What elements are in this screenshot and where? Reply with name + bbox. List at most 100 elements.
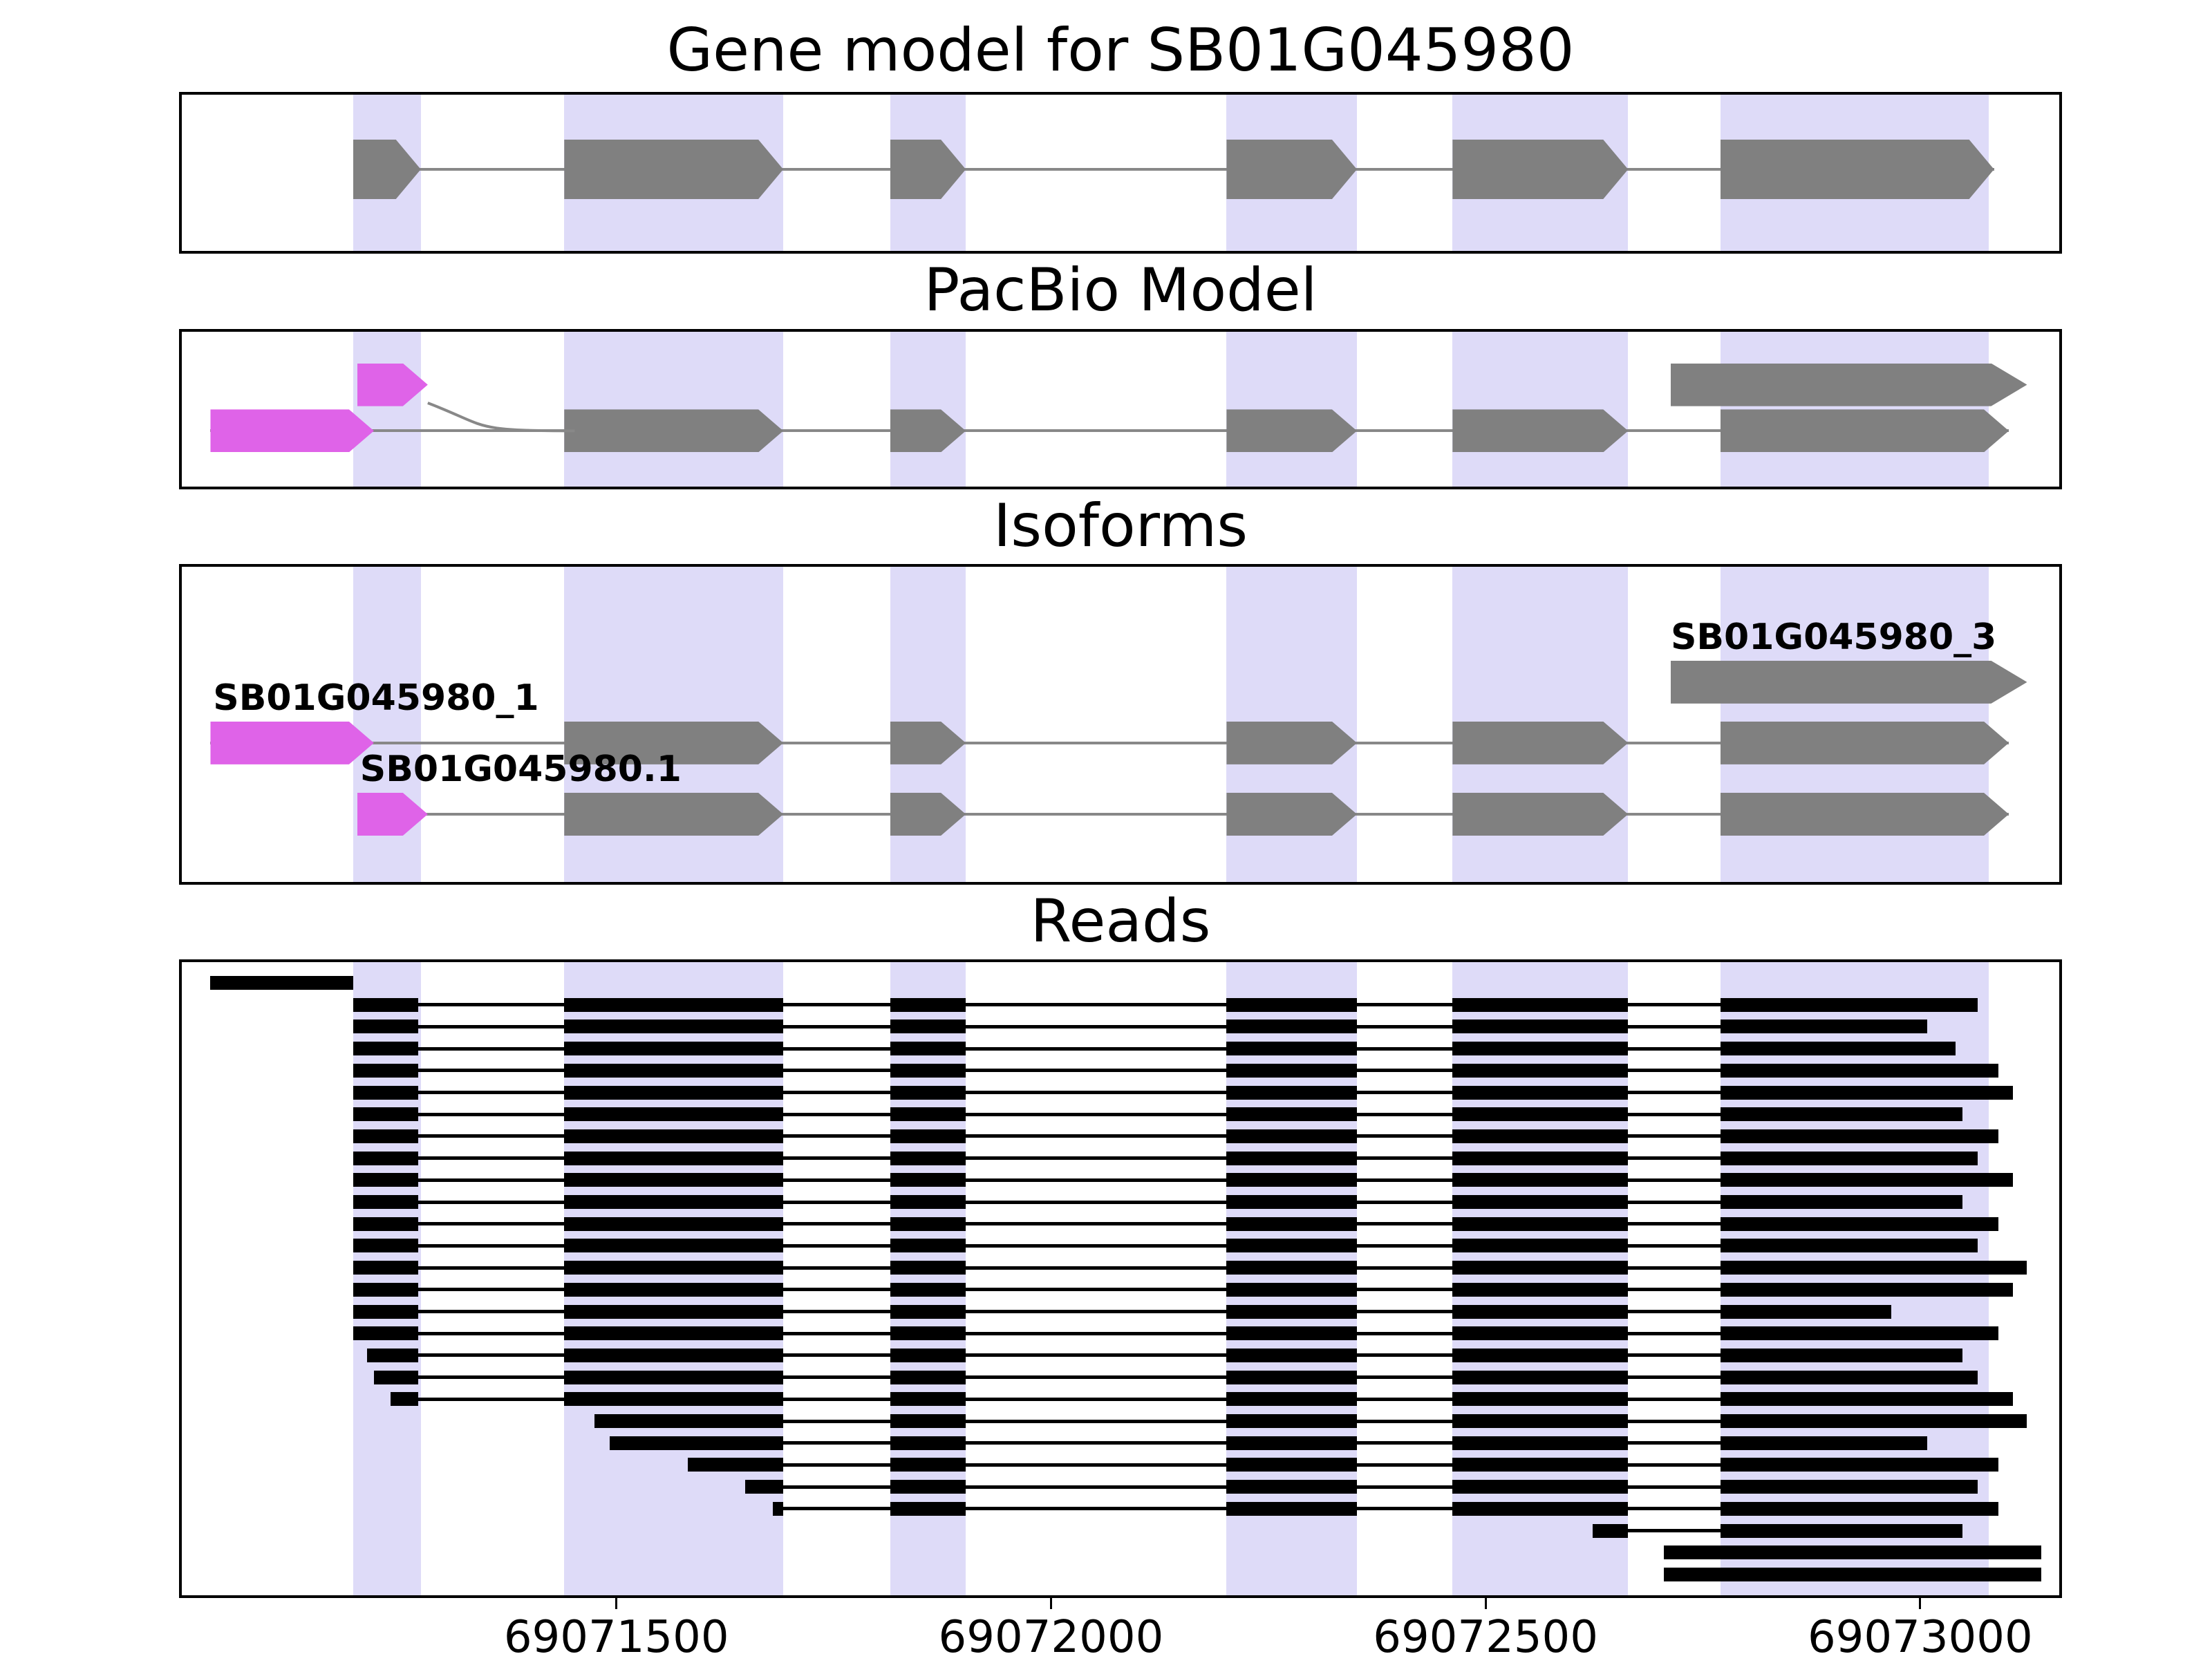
read-intron-line bbox=[353, 1243, 1978, 1248]
read-exon-block bbox=[890, 997, 966, 1012]
read-exon-block bbox=[1226, 1436, 1357, 1450]
read-exon-block bbox=[353, 1085, 418, 1100]
read-exon-block bbox=[1663, 1568, 2041, 1581]
read-exon-block bbox=[1720, 1523, 1963, 1538]
read-exon-block bbox=[1226, 1392, 1357, 1407]
read-exon-block bbox=[1720, 1151, 1978, 1165]
read-exon-block bbox=[890, 1304, 966, 1319]
read-exon-block bbox=[564, 1261, 784, 1275]
read-exon-block bbox=[1452, 1063, 1629, 1078]
exon-highlight-band bbox=[353, 332, 421, 487]
read-exon-block bbox=[1720, 997, 1978, 1012]
read-exon-block bbox=[1452, 1151, 1629, 1165]
x-axis-tick-label: 69072500 bbox=[1373, 1612, 1598, 1663]
read-exon-block bbox=[564, 1392, 784, 1407]
read-exon-block bbox=[1452, 997, 1629, 1012]
read-exon-block bbox=[594, 1414, 784, 1429]
exon-highlight-band bbox=[353, 962, 421, 1595]
read-exon-block bbox=[1720, 1063, 1998, 1078]
read-exon-block bbox=[1452, 1173, 1629, 1187]
read-exon-block bbox=[1720, 1261, 2027, 1275]
read-exon-block bbox=[353, 1020, 418, 1034]
read-exon-block bbox=[1226, 1261, 1357, 1275]
read-exon-block bbox=[1226, 1063, 1357, 1078]
exon-block bbox=[1721, 722, 2009, 764]
read-exon-block bbox=[353, 997, 418, 1012]
x-axis-tick bbox=[1049, 1598, 1052, 1609]
exon-highlight-band bbox=[1226, 962, 1357, 1595]
exon-highlight-band bbox=[1226, 332, 1357, 487]
intron-line bbox=[353, 168, 1994, 171]
read-exon-block bbox=[390, 1392, 418, 1407]
exon-block bbox=[210, 409, 373, 452]
read-intron-line bbox=[373, 1375, 1978, 1380]
read-exon-block bbox=[1226, 1173, 1357, 1187]
read-exon-block bbox=[564, 1282, 784, 1297]
read-exon-block bbox=[564, 1020, 784, 1034]
intron-line bbox=[357, 812, 2009, 816]
read-intron-line bbox=[353, 1112, 1963, 1116]
exon-highlight-band bbox=[890, 962, 966, 1595]
read-intron-line bbox=[353, 1046, 1956, 1051]
read-exon-block bbox=[1720, 1392, 2014, 1407]
read-exon-block bbox=[1663, 1545, 2041, 1560]
read-exon-block bbox=[890, 1085, 966, 1100]
read-intron-line bbox=[353, 1288, 2014, 1292]
read-exon-block bbox=[1720, 1216, 1998, 1231]
read-exon-block bbox=[1452, 1480, 1629, 1494]
exon-block bbox=[564, 722, 783, 764]
read-exon-block bbox=[564, 1042, 784, 1056]
read-exon-block bbox=[1452, 1414, 1629, 1429]
intron-line bbox=[210, 429, 2009, 433]
read-exon-block bbox=[564, 1151, 784, 1165]
read-exon-block bbox=[1452, 1020, 1629, 1034]
read-intron-line bbox=[353, 1178, 2014, 1182]
exon-highlight-band bbox=[1720, 332, 1989, 487]
read-exon-block bbox=[1452, 1107, 1629, 1122]
read-exon-block bbox=[1452, 1370, 1629, 1384]
exon-block bbox=[1452, 722, 1628, 764]
read-exon-block bbox=[1226, 1151, 1357, 1165]
read-exon-block bbox=[1226, 1239, 1357, 1253]
read-exon-block bbox=[1452, 1261, 1629, 1275]
exon-block bbox=[1721, 793, 2009, 836]
read-exon-block bbox=[564, 1129, 784, 1143]
exon-block bbox=[564, 140, 783, 199]
x-axis-tick bbox=[615, 1598, 618, 1609]
read-exon-block bbox=[1226, 1107, 1357, 1122]
read-exon-block bbox=[1720, 1480, 1978, 1494]
read-exon-block bbox=[1452, 1085, 1629, 1100]
read-exon-block bbox=[1720, 1436, 1927, 1450]
exon-block bbox=[564, 793, 783, 836]
read-exon-block bbox=[564, 1195, 784, 1210]
read-exon-block bbox=[890, 1129, 966, 1143]
read-exon-block bbox=[1720, 1501, 1998, 1516]
read-intron-line bbox=[353, 1024, 1927, 1028]
read-exon-block bbox=[1452, 1501, 1629, 1516]
read-exon-block bbox=[1226, 1370, 1357, 1384]
read-exon-block bbox=[1226, 997, 1357, 1012]
read-exon-block bbox=[890, 1501, 966, 1516]
read-exon-block bbox=[890, 1326, 966, 1341]
read-exon-block bbox=[210, 976, 353, 990]
exon-highlight-band bbox=[1452, 332, 1629, 487]
read-exon-block bbox=[1452, 1304, 1629, 1319]
read-exon-block bbox=[353, 1239, 418, 1253]
read-exon-block bbox=[1720, 1370, 1978, 1384]
read-intron-line bbox=[353, 1091, 2014, 1095]
read-intron-line bbox=[353, 1003, 1978, 1007]
read-exon-block bbox=[366, 1348, 418, 1362]
read-exon-block bbox=[1226, 1326, 1357, 1341]
gene-model-title: Gene model for SB01G045980 bbox=[666, 16, 1575, 85]
read-exon-block bbox=[890, 1063, 966, 1078]
read-exon-block bbox=[1452, 1326, 1629, 1341]
read-exon-block bbox=[1720, 1042, 1956, 1056]
read-exon-block bbox=[1226, 1414, 1357, 1429]
read-intron-line bbox=[744, 1485, 1978, 1489]
exon-block bbox=[1226, 140, 1357, 199]
read-exon-block bbox=[353, 1173, 418, 1187]
read-exon-block bbox=[1226, 1501, 1357, 1516]
read-exon-block bbox=[373, 1370, 418, 1384]
read-exon-block bbox=[353, 1261, 418, 1275]
